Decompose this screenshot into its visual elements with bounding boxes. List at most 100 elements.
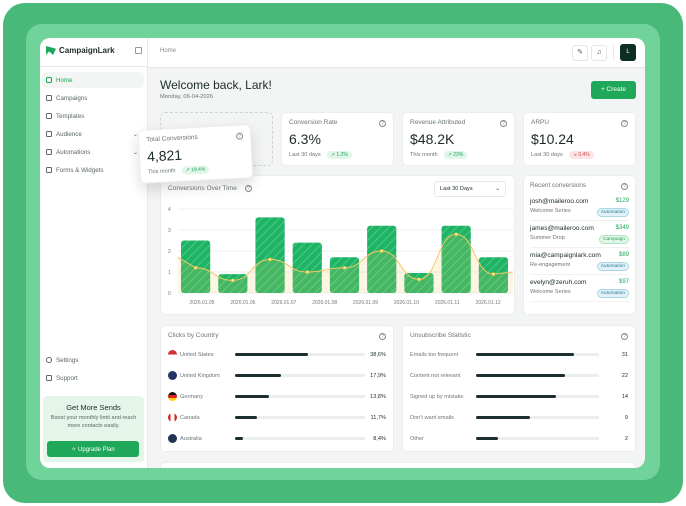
- country-name: United States: [180, 351, 214, 358]
- sidebar-item-campaigns[interactable]: Campaigns: [42, 90, 144, 106]
- source: Re-engagement: [530, 262, 571, 268]
- stat-card: Revenue Attributed? $48.2K This month ↗ 2…: [402, 112, 515, 166]
- email: mia@campaignlark.com: [530, 252, 601, 259]
- sidebar-item-audience[interactable]: Audience ⌄: [42, 126, 144, 142]
- nav-label: Campaigns: [56, 94, 88, 102]
- upgrade-plan-button[interactable]: ✧ Upgrade Plan: [47, 441, 139, 457]
- stat-title: Revenue Attributed: [410, 119, 466, 126]
- country-row: Germany 13,8%: [168, 386, 386, 407]
- help-icon[interactable]: ?: [235, 132, 244, 140]
- recent-conversion-item[interactable]: mia@campaignlark.com $89 Re-engagement Auto…: [530, 248, 629, 275]
- country-row: United States 38,6%: [168, 344, 386, 365]
- progress-bar: [235, 374, 365, 377]
- line-point[interactable]: [193, 265, 198, 270]
- unsub-reason: Other: [410, 435, 424, 442]
- bar[interactable]: [441, 225, 471, 293]
- promo-title: Get More Sends: [66, 403, 121, 412]
- flag-icon: [168, 371, 177, 380]
- sidebar-item-settings[interactable]: Settings: [42, 352, 144, 368]
- help-icon[interactable]: ?: [245, 185, 252, 192]
- amount: $349: [615, 225, 629, 231]
- edit-icon[interactable]: ✎: [572, 45, 588, 61]
- line-point[interactable]: [342, 265, 347, 270]
- x-tick-label: 2026.01.05: [189, 300, 214, 306]
- users-icon: [46, 131, 52, 137]
- source-tag: Automation: [596, 289, 629, 298]
- form-icon: [46, 167, 52, 173]
- progress-bar: [235, 416, 365, 419]
- line-point[interactable]: [230, 278, 235, 283]
- flag-icon: [168, 392, 177, 401]
- line-point[interactable]: [268, 257, 272, 262]
- unsub-reason: Emails too frequent: [410, 351, 459, 358]
- collapse-sidebar-icon[interactable]: [135, 47, 142, 54]
- sidebar-item-templates[interactable]: Templates: [42, 108, 144, 124]
- stat-title: Total Conversions: [146, 133, 198, 144]
- progress-bar: [476, 416, 599, 419]
- countries-title: Clicks by Country: [168, 332, 219, 339]
- amount: $89: [618, 252, 629, 258]
- mail-icon: [46, 95, 52, 101]
- page-title: Welcome back, Lark!: [160, 78, 272, 92]
- x-tick-label: 2026.01.10: [394, 300, 419, 306]
- progress-bar: [476, 353, 599, 356]
- help-icon[interactable]: ?: [379, 333, 386, 340]
- change-value: 23%: [453, 152, 464, 158]
- upgrade-promo: Get More Sends Boost your monthly limit …: [43, 396, 144, 462]
- create-button[interactable]: + Create: [591, 81, 636, 99]
- country-value: 13,8%: [370, 393, 386, 400]
- range-select[interactable]: Last 30 Days ⌄: [434, 181, 506, 197]
- line-point[interactable]: [305, 270, 310, 274]
- sidebar-item-automations[interactable]: Automations ⌄: [42, 144, 144, 160]
- progress-bar: [235, 437, 365, 440]
- stat-value: $48.2K: [410, 131, 455, 147]
- sidebar: CampaignLark Home Campaigns Templates Audie…: [40, 38, 148, 468]
- line-point[interactable]: [379, 249, 384, 253]
- help-icon[interactable]: ?: [500, 120, 507, 127]
- bell-icon[interactable]: ♫: [591, 45, 607, 61]
- bar[interactable]: [292, 242, 322, 293]
- change-badge: ↗ 23%: [443, 151, 468, 159]
- nav-label: Support: [56, 374, 78, 382]
- help-icon[interactable]: ?: [621, 120, 628, 127]
- email: josh@maileroo.com: [530, 198, 589, 205]
- logo-mark-icon: [46, 46, 56, 55]
- x-tick-label: 2026.01.08: [312, 300, 337, 306]
- line-point[interactable]: [454, 232, 459, 237]
- chart-title: Conversions Over Time: [168, 185, 237, 192]
- help-icon[interactable]: ?: [621, 183, 628, 190]
- chevron-down-icon: ⌄: [132, 131, 138, 138]
- country-row: Australia 8,4%: [168, 428, 386, 449]
- flag-icon: [168, 350, 177, 359]
- y-tick-label: 3: [168, 228, 171, 234]
- bar[interactable]: [367, 225, 397, 293]
- change-value: 19.4%: [190, 166, 206, 174]
- help-icon[interactable]: ?: [621, 333, 628, 340]
- recent-conversion-item[interactable]: evelyn@zeruh.com $97 Welcome Series Automat…: [530, 275, 629, 302]
- sidebar-item-support[interactable]: Support: [42, 370, 144, 386]
- sidebar-item-home[interactable]: Home: [42, 72, 144, 88]
- line-point[interactable]: [491, 272, 496, 276]
- stat-value: $10.24: [531, 131, 574, 147]
- unsub-reason: Signed up by mistake: [410, 393, 464, 400]
- recent-conversion-item[interactable]: james@maileroo.com $349 Summer Drop Campaig…: [530, 221, 629, 248]
- x-tick-label: 2026.01.11: [435, 300, 460, 306]
- unsub-count: 9: [624, 414, 628, 421]
- avatar[interactable]: L: [620, 44, 636, 61]
- line-point[interactable]: [417, 277, 421, 282]
- bar[interactable]: [255, 217, 285, 293]
- bar[interactable]: [329, 257, 360, 293]
- flag-icon: [168, 413, 177, 422]
- email: evelyn@zeruh.com: [530, 279, 587, 286]
- help-icon[interactable]: ?: [379, 120, 386, 127]
- source-tag: Automation: [596, 208, 629, 217]
- divider: [613, 45, 614, 61]
- sidebar-item-forms-widgets[interactable]: Forms & Widgets: [42, 162, 144, 178]
- recent-conversion-item[interactable]: josh@maileroo.com $129 Welcome Series Autom…: [530, 194, 629, 221]
- unsub-count: 2: [624, 435, 628, 442]
- stat-title: Conversion Rate: [289, 119, 338, 126]
- chevron-down-icon: ⌄: [495, 186, 500, 192]
- conversions-chart-card: Conversions Over Time ? Last 30 Days ⌄ 0 1…: [160, 175, 515, 315]
- breadcrumb[interactable]: Home: [160, 48, 177, 54]
- change-badge: ↗ 19.4%: [181, 165, 210, 175]
